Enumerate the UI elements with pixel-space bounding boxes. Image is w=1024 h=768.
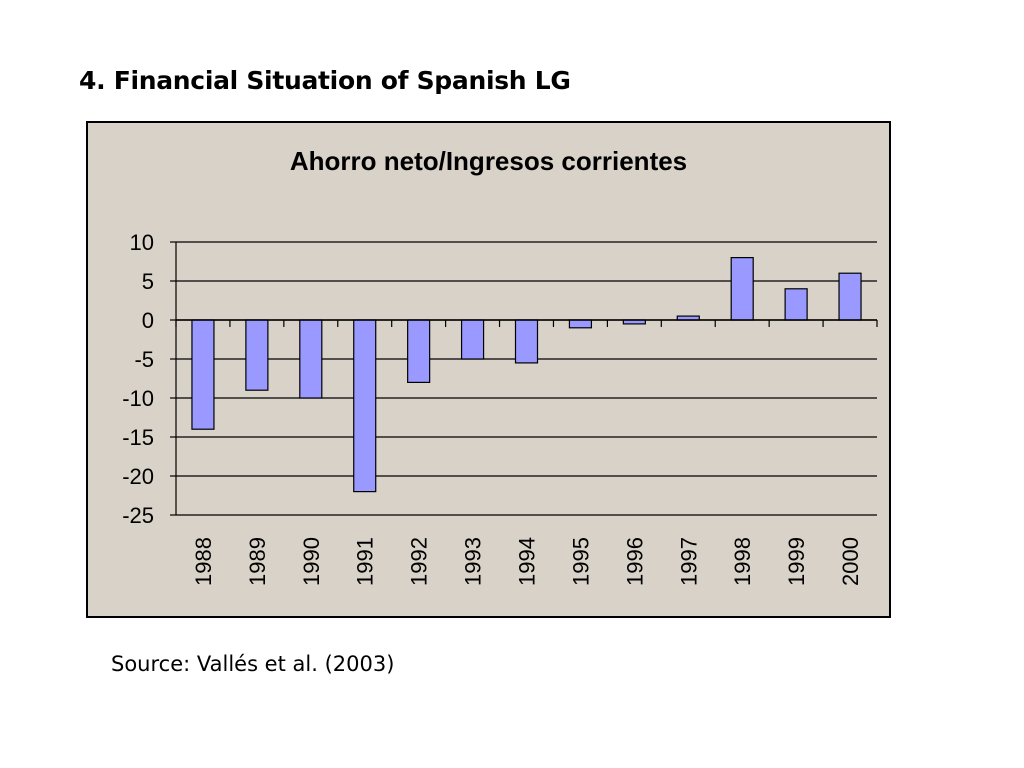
bars (191, 257, 862, 493)
bar (191, 319, 215, 430)
x-tick-label: 1990 (299, 537, 324, 586)
x-tick-label: 1992 (407, 537, 432, 586)
x-tick-label: 1998 (730, 537, 755, 586)
x-tick-label: 1997 (676, 537, 701, 586)
x-tick-label: 1988 (191, 537, 216, 586)
y-tick-label: -20 (122, 464, 154, 489)
bar (245, 319, 269, 391)
bar (407, 319, 431, 384)
bar (514, 319, 539, 364)
x-tick-label: 1995 (568, 537, 593, 586)
x-tick-label: 1994 (515, 537, 540, 586)
x-tick-label: 1991 (353, 537, 378, 586)
bar (353, 319, 377, 493)
axes (170, 241, 878, 516)
y-tick-label: -10 (122, 386, 154, 411)
bar (460, 319, 485, 360)
y-tick-label: -15 (122, 425, 154, 450)
x-tick-label: 1999 (784, 537, 809, 586)
bar (730, 257, 754, 321)
y-tick-label: 0 (142, 308, 154, 333)
x-tick-label: 1996 (622, 537, 647, 586)
gridlines (176, 241, 877, 516)
bar (838, 272, 862, 321)
y-tick-label: -25 (122, 503, 154, 528)
x-tick-labels: 1988 1989 1990 1991 1992 1993 1994 1995 1996 1997… (191, 537, 863, 586)
y-tick-labels: 10 5 0 -5 -10 -15 -20 -25 (122, 230, 154, 528)
bar (784, 288, 808, 321)
x-tick-label: 2000 (838, 537, 863, 586)
chart-frame: Ahorro neto/Ingresos corrientes 10 5 0 -5 -1… (86, 121, 891, 618)
y-tick-label: 10 (130, 230, 154, 255)
y-tick-label: 5 (142, 269, 154, 294)
chart-title: Ahorro neto/Ingresos corrientes (289, 146, 688, 176)
x-tick-label: 1989 (245, 537, 270, 586)
source-note: Source: Vallés et al. (2003) (111, 652, 395, 676)
y-tick-label: -5 (134, 347, 154, 372)
slide-heading: 4. Financial Situation of Spanish LG (79, 66, 571, 95)
x-tick-label: 1993 (461, 537, 486, 586)
bar (299, 319, 323, 399)
bar (568, 319, 593, 329)
